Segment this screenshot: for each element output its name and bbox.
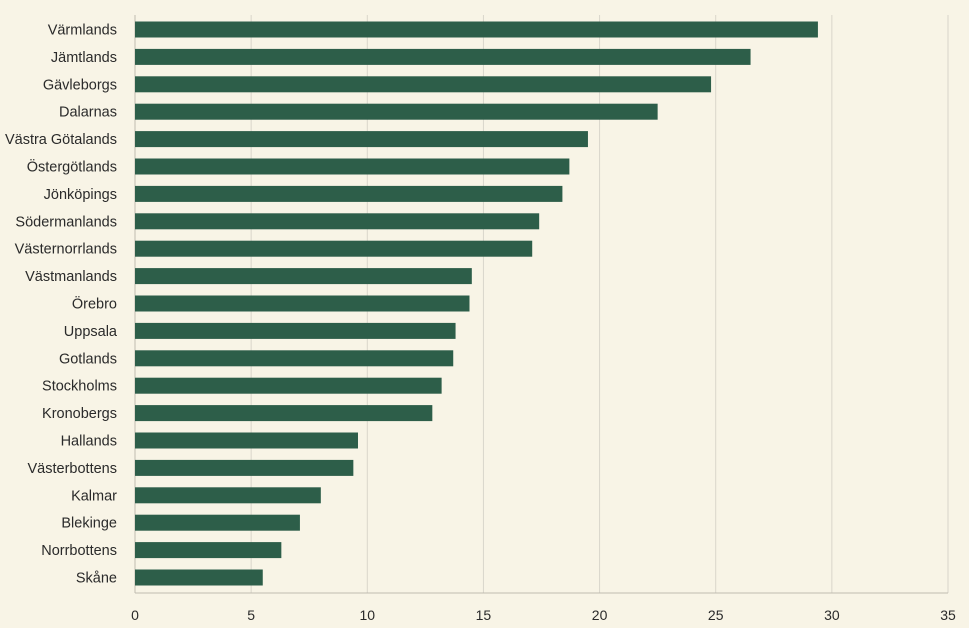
- category-label: Örebro: [72, 295, 117, 313]
- bar: [135, 350, 454, 367]
- category-label: Västerbottens: [28, 461, 117, 477]
- bars: [135, 21, 818, 586]
- bar: [135, 185, 563, 202]
- bar: [135, 459, 354, 476]
- x-tick-label: 20: [592, 607, 608, 623]
- x-tick-label: 0: [131, 607, 139, 623]
- category-labels: Värmlands Jämtlands Gävleborgs Dalarnas Väst…: [5, 23, 118, 587]
- bar: [135, 377, 442, 394]
- category-label: Dalarnas: [59, 105, 117, 121]
- x-tick-label: 35: [940, 607, 956, 623]
- x-tick-label: 25: [708, 607, 724, 623]
- bar: [135, 213, 540, 230]
- category-label: Kalmar: [71, 488, 117, 504]
- category-label: Uppsala: [64, 324, 118, 340]
- x-tick-label: 15: [476, 607, 492, 623]
- category-label: Norrbottens: [41, 543, 117, 559]
- x-tick-label: 30: [824, 607, 840, 623]
- bar: [135, 268, 472, 285]
- category-label: Västmanlands: [25, 269, 117, 285]
- category-label: Blekinge: [61, 516, 117, 532]
- bar: [135, 131, 588, 148]
- category-label: Jönköpings: [44, 187, 117, 203]
- category-label: Västra Götalands: [5, 132, 117, 148]
- x-axis-tick-labels: 0 5 10 15 20 25 30 35: [131, 607, 956, 623]
- bar: [135, 103, 658, 120]
- bar: [135, 240, 533, 257]
- category-label: Kronobergs: [42, 406, 117, 422]
- x-tick-label: 5: [247, 607, 255, 623]
- bar: [135, 295, 470, 312]
- bar: [135, 21, 818, 38]
- bar: [135, 514, 300, 531]
- x-tick-label: 10: [359, 607, 375, 623]
- category-label: Stockholms: [42, 379, 117, 395]
- category-label: Västernorrlands: [15, 242, 117, 258]
- category-label: Östergötlands: [27, 158, 117, 176]
- category-label: Skåne: [76, 571, 117, 587]
- bar: [135, 405, 433, 422]
- bar: [135, 322, 456, 339]
- category-label: Gotlands: [59, 351, 117, 367]
- bar: [135, 569, 263, 586]
- category-label: Jämtlands: [51, 50, 117, 66]
- bar: [135, 432, 358, 449]
- bar: [135, 48, 751, 65]
- category-label: Gävleborgs: [43, 77, 117, 93]
- bar: [135, 76, 712, 93]
- bar: [135, 542, 282, 559]
- bar: [135, 158, 570, 175]
- bar: [135, 487, 321, 504]
- category-label: Hallands: [61, 434, 117, 450]
- category-label: Södermanlands: [15, 214, 117, 230]
- category-label: Värmlands: [48, 23, 117, 39]
